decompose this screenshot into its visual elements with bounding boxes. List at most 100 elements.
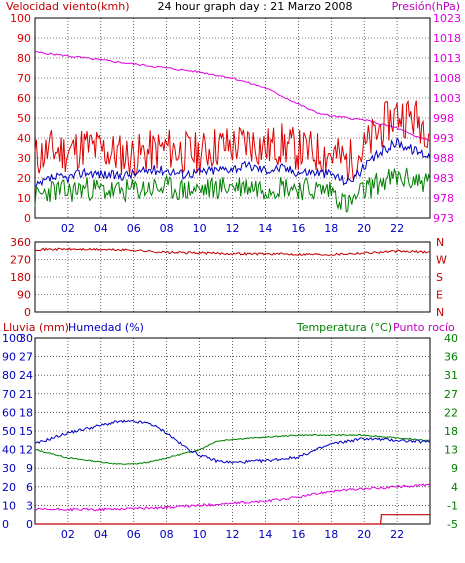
pressure-y-tick-label: 978 [433, 192, 454, 205]
header-right-title: Presión(hPa) [392, 0, 460, 13]
pressure-y-tick-label: 988 [433, 152, 454, 165]
humidity-y-tick-label: 90 [2, 351, 16, 364]
wind-x-tick-label: 16 [291, 222, 305, 235]
humidity-y-tick-label: 30 [2, 462, 16, 475]
wind-x-tick-label: 18 [324, 222, 338, 235]
temperature-y-tick-label: 18 [444, 425, 458, 438]
direction-y-tick-label: 0 [24, 306, 31, 319]
pressure-y-tick-label: 1003 [433, 92, 461, 105]
humidity-y-tick-label: 70 [2, 388, 16, 401]
wind-x-tick-label: 22 [390, 222, 404, 235]
temperature-y-tick-label: -5 [447, 518, 458, 531]
wind-x-tick-label: 20 [357, 222, 371, 235]
wind-y-tick-label: 50 [17, 112, 31, 125]
climate-x-tick-label: 18 [324, 528, 338, 541]
temperature-y-tick-label: 31 [444, 369, 458, 382]
direction-y-tick-label: 270 [10, 254, 31, 267]
temperature-y-tick-label: -1 [447, 499, 458, 512]
wind-y-tick-label: 80 [17, 52, 31, 65]
humidity-series-line [34, 419, 431, 465]
wind-x-tick-label: 06 [127, 222, 141, 235]
climate-x-tick-label: 20 [357, 528, 371, 541]
rain-y-tick-label: 0 [26, 518, 33, 531]
rain-y-tick-label: 30 [19, 332, 33, 345]
wind-x-tick-label: 02 [61, 222, 75, 235]
pressure-y-tick-label: 993 [433, 132, 454, 145]
wind-y-tick-label: 30 [17, 152, 31, 165]
pressure-y-tick-label: 1008 [433, 72, 461, 85]
compass-tick-label: W [436, 254, 447, 267]
climate-x-tick-label: 02 [61, 528, 75, 541]
compass-tick-label: E [436, 289, 443, 302]
climate-x-tick-label: 16 [291, 528, 305, 541]
direction-y-tick-label: 180 [10, 271, 31, 284]
wind-y-tick-label: 40 [17, 132, 31, 145]
rain-series-line [35, 514, 430, 525]
wind-gust-series-line [34, 99, 430, 181]
humidity-y-tick-label: 0 [2, 518, 9, 531]
temperature-y-tick-label: 27 [444, 388, 458, 401]
humidity-y-tick-label: 50 [2, 425, 16, 438]
header-center-title: 24 hour graph day : 21 Marzo 2008 [157, 0, 352, 13]
humidity-axis-label: Humedad (%) [68, 321, 144, 334]
pressure-y-tick-label: 1018 [433, 32, 461, 45]
wind-y-tick-label: 100 [10, 12, 31, 25]
pressure-y-tick-label: 998 [433, 112, 454, 125]
wind-x-tick-label: 10 [193, 222, 207, 235]
pressure-y-tick-label: 1013 [433, 52, 461, 65]
temperature-axis-label: Temperatura (°C) [296, 321, 392, 334]
rain-y-tick-label: 27 [19, 351, 33, 364]
direction-series-line [34, 247, 431, 257]
humidity-y-tick-label: 20 [2, 481, 16, 494]
header-left-title: Velocidad viento(kmh) [6, 0, 130, 13]
temperature-y-tick-label: 36 [444, 351, 458, 364]
dewpoint-series-line [34, 483, 431, 512]
pressure-series-line [34, 50, 431, 141]
humidity-y-tick-label: 10 [2, 499, 16, 512]
chart-panels: 0102030405060708090100973978983988993998… [2, 12, 461, 541]
compass-tick-label: S [436, 271, 443, 284]
wind-y-tick-label: 0 [24, 212, 31, 225]
wind-x-tick-label: 04 [94, 222, 108, 235]
wind-x-tick-label: 14 [258, 222, 272, 235]
pressure-y-tick-label: 973 [433, 212, 454, 225]
humidity-y-tick-label: 40 [2, 444, 16, 457]
rain-y-tick-label: 21 [19, 388, 33, 401]
rain-y-tick-label: 15 [19, 425, 33, 438]
climate-x-tick-label: 10 [193, 528, 207, 541]
temperature-y-tick-label: 9 [451, 462, 458, 475]
climate-x-tick-label: 12 [226, 528, 240, 541]
rain-y-tick-label: 12 [19, 444, 33, 457]
wind-mean-series-line [34, 136, 431, 187]
humidity-y-tick-label: 80 [2, 369, 16, 382]
dewpoint-axis-label: Punto rocío [393, 321, 455, 334]
wind-y-tick-label: 70 [17, 72, 31, 85]
wind-y-tick-label: 20 [17, 172, 31, 185]
humidity-y-tick-label: 60 [2, 406, 16, 419]
climate-x-tick-label: 22 [390, 528, 404, 541]
pressure-y-tick-label: 1023 [433, 12, 461, 25]
humidity-y-tick-label: 100 [2, 332, 23, 345]
wind-x-tick-label: 12 [226, 222, 240, 235]
wind-x-tick-label: 08 [160, 222, 174, 235]
wind-y-tick-label: 90 [17, 32, 31, 45]
rain-y-tick-label: 3 [26, 499, 33, 512]
wind-average-series-line [34, 167, 431, 213]
compass-tick-label: N [436, 306, 444, 319]
wind-y-tick-label: 10 [17, 192, 31, 205]
temperature-series-line [34, 433, 431, 465]
rain-y-tick-label: 6 [26, 481, 33, 494]
climate-x-tick-label: 06 [127, 528, 141, 541]
temperature-y-tick-label: 4 [451, 481, 458, 494]
temperature-y-tick-label: 40 [444, 332, 458, 345]
wind-y-tick-label: 60 [17, 92, 31, 105]
rain-axis-label: Lluvia (mm) [3, 321, 69, 334]
climate-x-tick-label: 04 [94, 528, 108, 541]
climate-x-tick-label: 08 [160, 528, 174, 541]
rain-y-tick-label: 24 [19, 369, 33, 382]
pressure-y-tick-label: 983 [433, 172, 454, 185]
climate-x-tick-label: 14 [258, 528, 272, 541]
direction-y-tick-label: 90 [17, 289, 31, 302]
temperature-y-tick-label: 22 [444, 406, 458, 419]
